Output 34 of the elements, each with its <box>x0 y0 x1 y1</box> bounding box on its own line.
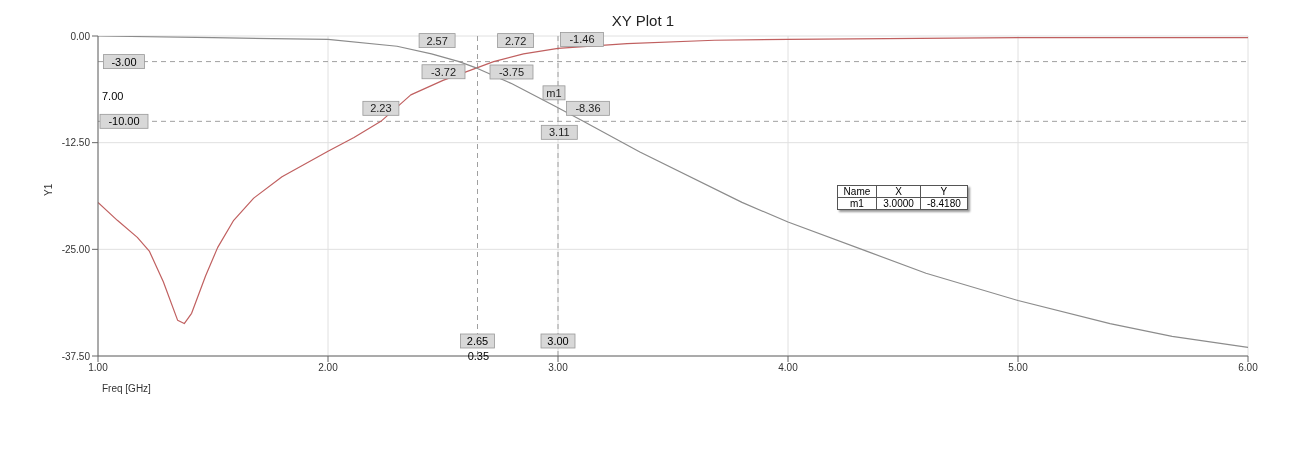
ref-line-label: 2.65 <box>466 335 489 347</box>
x-tick-label: 4.00 <box>778 362 799 374</box>
y-tick-label: -25.00 <box>61 243 91 255</box>
annotation: 3.0000 <box>876 197 921 210</box>
ref-line-label: 3.00 <box>547 335 569 347</box>
annotation: 0.35 <box>467 350 490 362</box>
annotation: Name <box>837 185 877 198</box>
x-tick-label: 2.00 <box>318 362 339 374</box>
annotation: -3.75 <box>498 66 525 78</box>
ref-line-label: -3.00 <box>111 55 137 68</box>
annotation: 2.57 <box>426 34 448 47</box>
annotation: -8.36 <box>575 102 601 115</box>
annotation: Y <box>920 185 968 198</box>
y-tick-label: -12.50 <box>61 137 91 149</box>
annotation: m1 <box>546 86 562 99</box>
x-tick-label: 1.00 <box>88 362 109 374</box>
y-tick-label: 0.00 <box>70 30 91 42</box>
annotation: -8.4180 <box>920 197 968 210</box>
x-tick-label: 5.00 <box>1008 362 1029 374</box>
ref-line-label: -10.00 <box>108 115 140 128</box>
annotation: 2.23 <box>370 102 392 115</box>
y-axis-title: Y1 <box>42 183 54 196</box>
chart-title: XY Plot 1 <box>610 12 676 29</box>
annotation: m1 <box>837 197 877 210</box>
x-tick-label: 3.00 <box>548 362 569 374</box>
annotation: -1.46 <box>569 33 595 46</box>
annotation: -3.72 <box>430 65 457 78</box>
annotation: 7.00 <box>102 90 124 103</box>
y-tick-label: -37.50 <box>61 350 91 362</box>
x-axis-title: Freq [GHz] <box>102 383 152 394</box>
annotation: X <box>876 185 921 198</box>
annotation: 2.72 <box>504 34 527 47</box>
annotation: 3.11 <box>549 126 570 139</box>
x-tick-label: 6.00 <box>1238 362 1259 374</box>
